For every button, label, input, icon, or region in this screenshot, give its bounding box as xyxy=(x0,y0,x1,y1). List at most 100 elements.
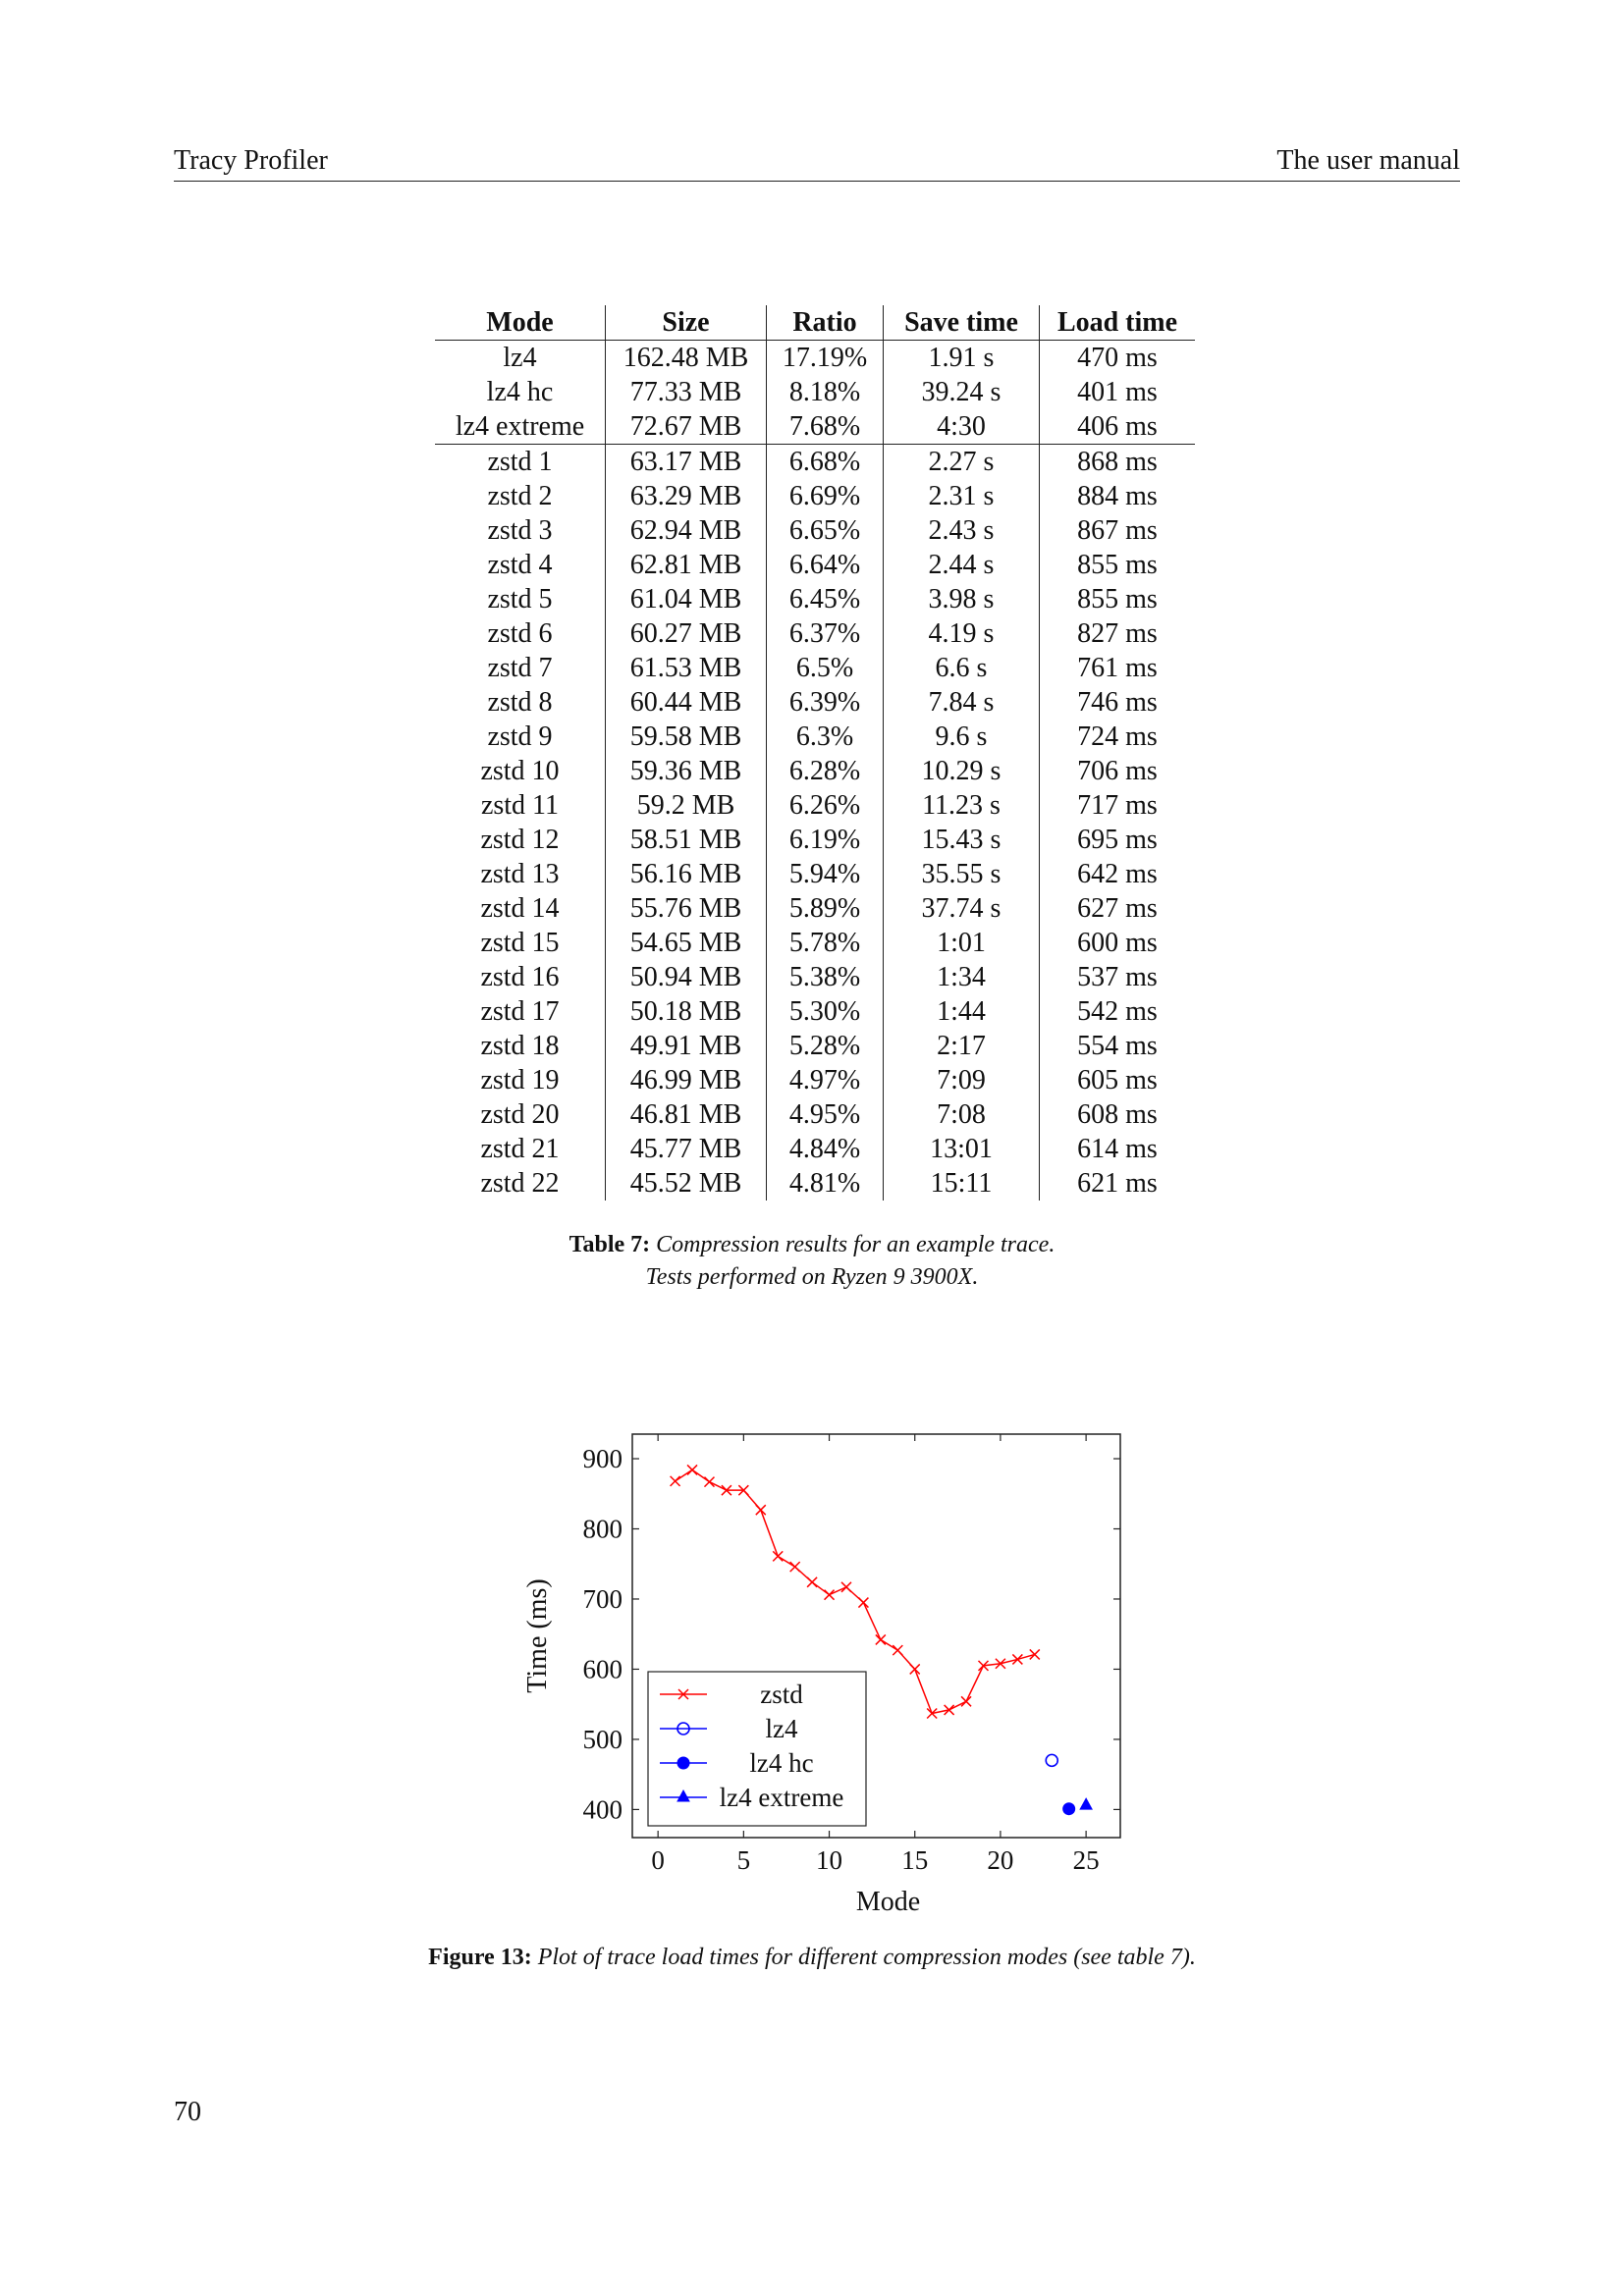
table-caption: Table 7: Compression results for an exam… xyxy=(0,1232,1624,1258)
page-header: Tracy Profiler The user manual xyxy=(174,145,1460,182)
table-cell: 2.31 s xyxy=(883,479,1040,513)
y-tick-label: 700 xyxy=(583,1584,623,1614)
data-point-zstd xyxy=(1011,1653,1023,1665)
data-point-zstd xyxy=(892,1644,903,1656)
legend-label: lz4 xyxy=(766,1714,798,1743)
table-cell: zstd 5 xyxy=(435,582,606,616)
table-cell: 2:17 xyxy=(883,1029,1040,1063)
table-row: zstd 18 49.91 MB 5.28% 2:17 554 ms xyxy=(435,1029,1195,1063)
table-cell: lz4 hc xyxy=(435,375,606,409)
table-body: lz4 162.48 MB 17.19% 1.91 s 470 ms lz4 hc 77.3… xyxy=(435,340,1195,1201)
legend-label: zstd xyxy=(760,1680,803,1709)
legend-marker xyxy=(677,1722,690,1735)
table-cell: 11.23 s xyxy=(883,788,1040,823)
x-axis-label: Mode xyxy=(856,1887,920,1917)
table-row: zstd 10 59.36 MB 6.28% 10.29 s 706 ms xyxy=(435,754,1195,788)
table-cell: zstd 14 xyxy=(435,891,606,926)
table-row: zstd 13 56.16 MB 5.94% 35.55 s 642 ms xyxy=(435,857,1195,891)
table-row: lz4 extreme 72.67 MB 7.68% 4:30 406 ms xyxy=(435,409,1195,445)
table-cell: 6.65% xyxy=(766,513,884,548)
data-point-lz4-hc xyxy=(1062,1802,1076,1816)
table-cell: 6.19% xyxy=(766,823,884,857)
column-header-save-time: Save time xyxy=(883,305,1040,341)
data-point-zstd xyxy=(721,1484,732,1496)
table-cell: 6.69% xyxy=(766,479,884,513)
table-row: zstd 4 62.81 MB 6.64% 2.44 s 855 ms xyxy=(435,548,1195,582)
table-cell: zstd 21 xyxy=(435,1132,606,1166)
table-cell: 59.36 MB xyxy=(605,754,767,788)
x-tick-label: 25 xyxy=(1073,1845,1100,1875)
table-cell: 13:01 xyxy=(883,1132,1040,1166)
table-cell: 4.97% xyxy=(766,1063,884,1097)
table-cell: 717 ms xyxy=(1077,790,1158,821)
table-cell: 61.53 MB xyxy=(605,651,767,685)
y-tick-label: 500 xyxy=(583,1725,623,1754)
table-cell: 855 ms xyxy=(1077,584,1158,614)
data-point-zstd xyxy=(755,1504,767,1516)
table-cell: zstd 1 xyxy=(435,444,606,479)
data-point-zstd xyxy=(875,1633,887,1645)
table-cell: 39.24 s xyxy=(883,375,1040,409)
table-cell: 59.2 MB xyxy=(605,788,767,823)
table-cell: 5.89% xyxy=(766,891,884,926)
table-cell: 162.48 MB xyxy=(605,340,767,375)
table-cell: 63.29 MB xyxy=(605,479,767,513)
data-point-zstd xyxy=(703,1476,716,1488)
table-cell: zstd 16 xyxy=(435,960,606,994)
legend-label: lz4 hc xyxy=(749,1748,813,1778)
table-cell: 58.51 MB xyxy=(605,823,767,857)
table-cell: 4:30 xyxy=(883,409,1040,445)
column-header-load-time: Load time xyxy=(1039,305,1195,341)
data-point-zstd xyxy=(909,1663,921,1675)
data-point-zstd xyxy=(686,1464,698,1475)
table-cell: 45.52 MB xyxy=(605,1166,767,1201)
table-cell: 77.33 MB xyxy=(605,375,767,409)
table-cell: 6.26% xyxy=(766,788,884,823)
table-row: zstd 14 55.76 MB 5.89% 37.74 s 627 ms xyxy=(435,891,1195,926)
table-row: zstd 9 59.58 MB 6.3% 9.6 s 724 ms xyxy=(435,720,1195,754)
data-point-zstd xyxy=(960,1695,972,1707)
table-caption-second-line: Tests performed on Ryzen 9 3900X. xyxy=(0,1264,1624,1291)
table-cell: zstd 15 xyxy=(435,926,606,960)
table-cell: 6.5% xyxy=(766,651,884,685)
table-row: zstd 8 60.44 MB 6.39% 7.84 s 746 ms xyxy=(435,685,1195,720)
table-cell: 6.6 s xyxy=(883,651,1040,685)
table-cell: 45.77 MB xyxy=(605,1132,767,1166)
table-cell: 7:08 xyxy=(883,1097,1040,1132)
table-cell: 59.58 MB xyxy=(605,720,767,754)
column-header-mode: Mode xyxy=(435,305,606,341)
table-cell: 470 ms xyxy=(1077,343,1158,373)
table-row: zstd 5 61.04 MB 6.45% 3.98 s 855 ms xyxy=(435,582,1195,616)
data-point-zstd xyxy=(857,1597,869,1609)
x-tick-label: 0 xyxy=(651,1845,665,1875)
data-point-zstd xyxy=(824,1589,836,1601)
header-section: The user manual xyxy=(1276,145,1460,176)
table-cell: zstd 11 xyxy=(435,788,606,823)
y-axis-label: Time (ms) xyxy=(522,1578,553,1692)
table-cell: 56.16 MB xyxy=(605,857,767,891)
table-cell: 72.67 MB xyxy=(605,409,767,445)
column-header-size: Size xyxy=(605,305,767,341)
table-cell: 6.64% xyxy=(766,548,884,582)
table-row: zstd 17 50.18 MB 5.30% 1:44 542 ms xyxy=(435,994,1195,1029)
page-number: 70 xyxy=(174,2097,201,2127)
table-cell: 605 ms xyxy=(1077,1065,1158,1095)
table-cell: 61.04 MB xyxy=(605,582,767,616)
x-tick-label: 10 xyxy=(816,1845,842,1875)
table-cell: 706 ms xyxy=(1077,756,1158,786)
table-cell: 46.81 MB xyxy=(605,1097,767,1132)
header-title: Tracy Profiler xyxy=(174,145,328,176)
table-cell: 746 ms xyxy=(1077,687,1158,718)
table-row: lz4 hc 77.33 MB 8.18% 39.24 s 401 ms xyxy=(435,375,1195,409)
table-cell: 17.19% xyxy=(766,340,884,375)
table-cell: 15.43 s xyxy=(883,823,1040,857)
table-cell: 4.81% xyxy=(766,1166,884,1201)
table-cell: zstd 19 xyxy=(435,1063,606,1097)
table-cell: 5.38% xyxy=(766,960,884,994)
data-point-zstd xyxy=(806,1576,818,1588)
table-cell: 10.29 s xyxy=(883,754,1040,788)
table-cell: 5.28% xyxy=(766,1029,884,1063)
table-cell: 50.18 MB xyxy=(605,994,767,1029)
data-point-zstd xyxy=(944,1704,955,1716)
legend-marker xyxy=(677,1756,690,1770)
